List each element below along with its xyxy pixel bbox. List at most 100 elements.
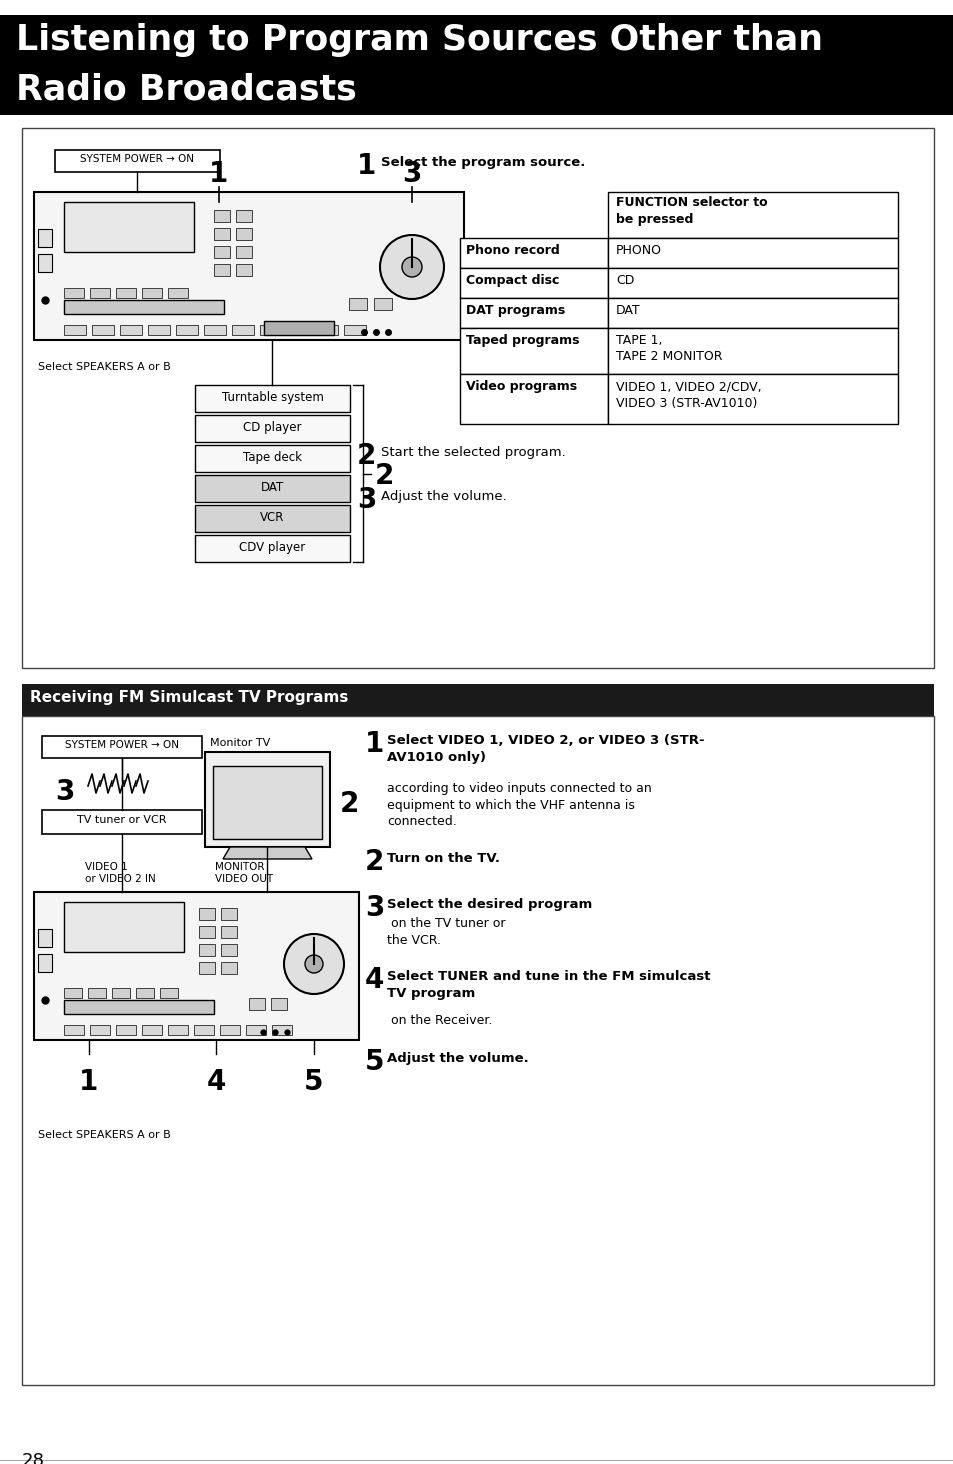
Text: 3: 3 [55,777,74,807]
Bar [235,228,252,240]
Bar [221,927,236,938]
Text: DAT: DAT [616,305,640,318]
Bar [0,15,953,116]
Bar [64,1000,213,1015]
Text: 2: 2 [375,461,394,489]
Bar [205,752,330,848]
Text: VCR: VCR [260,511,284,524]
Bar [90,1025,110,1035]
Text: SYSTEM POWER → ON: SYSTEM POWER → ON [65,739,179,750]
Text: Receiving FM Simulcast TV Programs: Receiving FM Simulcast TV Programs [30,690,348,706]
Text: Select TUNER and tune in the FM simulcast
TV program: Select TUNER and tune in the FM simulcas… [387,971,710,1000]
Bar [344,325,366,335]
Text: Turn on the TV.: Turn on the TV. [387,852,499,865]
Bar [38,228,52,247]
Text: 1: 1 [79,1069,98,1097]
Text: 1: 1 [365,731,384,758]
Bar [235,246,252,258]
Bar [120,325,142,335]
Text: Listening to Program Sources Other than: Listening to Program Sources Other than [16,23,822,57]
Bar [64,202,193,252]
Text: TV tuner or VCR: TV tuner or VCR [77,815,167,826]
Text: 2: 2 [356,442,376,470]
Bar [42,736,202,758]
Text: DAT programs: DAT programs [465,305,565,318]
Bar [175,325,198,335]
Bar [607,299,897,328]
Bar [142,1025,162,1035]
Bar [38,955,52,972]
Bar [213,264,230,277]
Text: Turntable system: Turntable system [221,391,323,404]
Bar [288,325,310,335]
Text: Video programs: Video programs [465,381,577,392]
Bar [160,988,178,998]
Bar [315,325,337,335]
Bar [204,325,226,335]
Bar [136,988,153,998]
Bar [264,321,334,335]
Text: 3: 3 [365,895,384,922]
Text: TAPE 1,
TAPE 2 MONITOR: TAPE 1, TAPE 2 MONITOR [616,334,721,363]
Bar [246,1025,266,1035]
Circle shape [284,934,344,994]
Bar [607,192,897,239]
Bar [199,944,214,956]
Text: SYSTEM POWER → ON: SYSTEM POWER → ON [80,154,194,164]
Bar [260,325,282,335]
Bar [64,300,224,313]
Bar [38,930,52,947]
Bar [22,127,933,668]
Text: CD: CD [616,274,634,287]
Text: Taped programs: Taped programs [465,334,578,347]
Bar [607,373,897,425]
Bar [459,268,607,299]
Text: Select SPEAKERS A or B: Select SPEAKERS A or B [38,362,171,372]
Bar [221,908,236,919]
Polygon shape [223,848,312,859]
Text: PHONO: PHONO [616,244,661,258]
Text: according to video inputs connected to an
equipment to which the VHF antenna is
: according to video inputs connected to a… [387,782,651,829]
Bar [194,445,350,471]
Bar [213,209,230,223]
Text: Select SPEAKERS A or B: Select SPEAKERS A or B [38,1130,171,1140]
Text: 1: 1 [356,152,375,180]
Bar [64,288,84,299]
Bar [199,908,214,919]
Text: Monitor TV: Monitor TV [210,738,270,748]
Bar [148,325,170,335]
Bar [271,998,287,1010]
Bar [90,288,110,299]
Bar [607,268,897,299]
Bar [235,264,252,277]
Bar [64,1025,84,1035]
Bar [459,373,607,425]
Bar [459,328,607,373]
Bar [235,209,252,223]
Text: 4: 4 [206,1069,226,1097]
Text: 5: 5 [304,1069,323,1097]
Bar [88,988,106,998]
Text: VIDEO 1, VIDEO 2/CDV,
VIDEO 3 (STR-AV1010): VIDEO 1, VIDEO 2/CDV, VIDEO 3 (STR-AV101… [616,381,760,410]
Text: 28: 28 [22,1452,45,1464]
Text: 3: 3 [356,486,376,514]
Bar [221,944,236,956]
Text: Adjust the volume.: Adjust the volume. [387,1053,528,1064]
Text: Tape deck: Tape deck [243,451,302,464]
Bar [38,253,52,272]
Text: CDV player: CDV player [239,542,305,553]
Bar [607,328,897,373]
Text: Select VIDEO 1, VIDEO 2, or VIDEO 3 (STR-
AV1010 only): Select VIDEO 1, VIDEO 2, or VIDEO 3 (STR… [387,733,704,764]
Text: 2: 2 [365,848,384,875]
Bar [199,927,214,938]
Text: Start the selected program.: Start the selected program. [380,447,565,460]
Bar [459,239,607,268]
Bar [213,228,230,240]
Bar [64,988,82,998]
Bar [22,716,933,1385]
Text: Radio Broadcasts: Radio Broadcasts [16,72,356,105]
Text: DAT: DAT [260,482,284,493]
Bar [116,288,136,299]
Bar [64,325,86,335]
Bar [459,299,607,328]
